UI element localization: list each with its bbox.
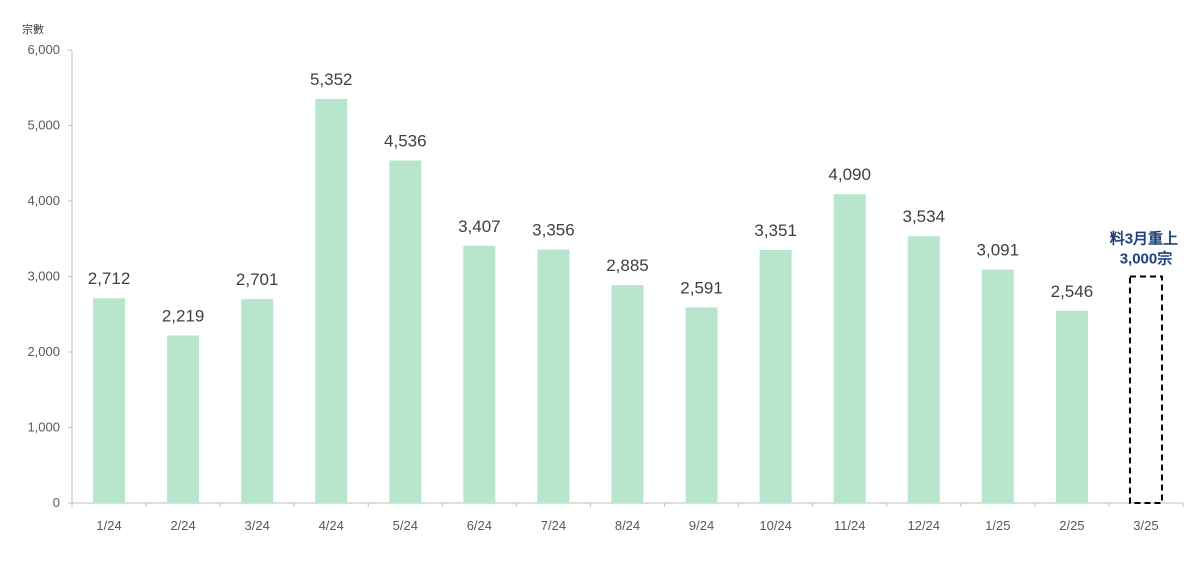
x-tick-label: 1/25 <box>985 518 1010 533</box>
x-tick-label: 9/24 <box>689 518 714 533</box>
y-tick-label: 3,000 <box>27 269 60 284</box>
y-tick-label: 4,000 <box>27 193 60 208</box>
y-tick-label: 1,000 <box>27 420 60 435</box>
bar-value-label: 5,352 <box>310 70 353 89</box>
bar <box>759 249 792 503</box>
bar-value-label: 2,219 <box>162 306 205 325</box>
forecast-annotation-line-1: 料3月重上 <box>1110 230 1178 248</box>
bar <box>93 298 126 503</box>
bar-value-label: 2,591 <box>680 278 723 297</box>
x-tick-label: 1/24 <box>96 518 121 533</box>
y-tick-label: 6,000 <box>27 42 60 57</box>
y-tick-label: 5,000 <box>27 118 60 133</box>
bar <box>315 98 348 503</box>
bar-value-label: 2,712 <box>88 269 131 288</box>
x-tick-label: 2/24 <box>170 518 195 533</box>
bar-value-label: 3,091 <box>977 241 1020 260</box>
bar-value-label: 3,356 <box>532 221 575 240</box>
bar <box>907 236 940 504</box>
bar-value-label: 4,536 <box>384 132 427 151</box>
y-axis-title: 宗數 <box>22 22 44 36</box>
bar <box>833 194 866 503</box>
x-tick-label: 4/24 <box>319 518 344 533</box>
bar-value-label: 3,534 <box>902 207 945 226</box>
bar-value-label: 4,090 <box>828 165 871 184</box>
bar <box>537 249 570 503</box>
x-tick-label: 8/24 <box>615 518 640 533</box>
x-tick-label: 7/24 <box>541 518 566 533</box>
y-tick-label: 0 <box>53 495 60 510</box>
bars <box>93 98 1088 504</box>
bar <box>611 285 644 503</box>
bar-value-label: 3,407 <box>458 217 501 236</box>
x-tick-label: 5/24 <box>393 518 418 533</box>
bar <box>167 335 200 503</box>
bar-value-label: 2,701 <box>236 270 279 289</box>
y-axis-ticks: 0 1,000 2,000 3,000 4,000 5,000 6,000 <box>27 42 72 510</box>
bar-value-label: 2,885 <box>606 256 649 275</box>
y-tick-label: 2,000 <box>27 344 60 359</box>
x-tick-label: 6/24 <box>467 518 492 533</box>
forecast-annotation-line-2: 3,000宗 <box>1120 250 1173 268</box>
x-tick-label: 10/24 <box>759 518 792 533</box>
bar <box>981 269 1014 503</box>
bar <box>241 299 274 503</box>
bar <box>389 160 422 504</box>
forecast-annotation: 料3月重上 3,000宗 <box>1110 230 1183 268</box>
x-axis-ticks: 1/24 2/24 3/24 4/24 5/24 6/24 7/24 8/24 9/24 10/2… <box>71 503 1184 533</box>
bar-value-label: 3,351 <box>754 221 797 240</box>
bar <box>1055 310 1088 503</box>
x-tick-label: 2/25 <box>1059 518 1084 533</box>
bar-value-label: 2,546 <box>1051 282 1094 301</box>
x-tick-label: 12/24 <box>907 518 940 533</box>
value-labels: 2,712 2,219 2,701 5,352 4,536 3,407 3,356 2,885… <box>88 70 1093 326</box>
x-tick-label: 11/24 <box>834 518 866 533</box>
bar <box>685 307 718 503</box>
forecast-bar-outline <box>1128 275 1163 504</box>
bar <box>463 245 496 504</box>
x-tick-label: 3/24 <box>245 518 270 533</box>
x-tick-label: 3/25 <box>1133 518 1158 533</box>
